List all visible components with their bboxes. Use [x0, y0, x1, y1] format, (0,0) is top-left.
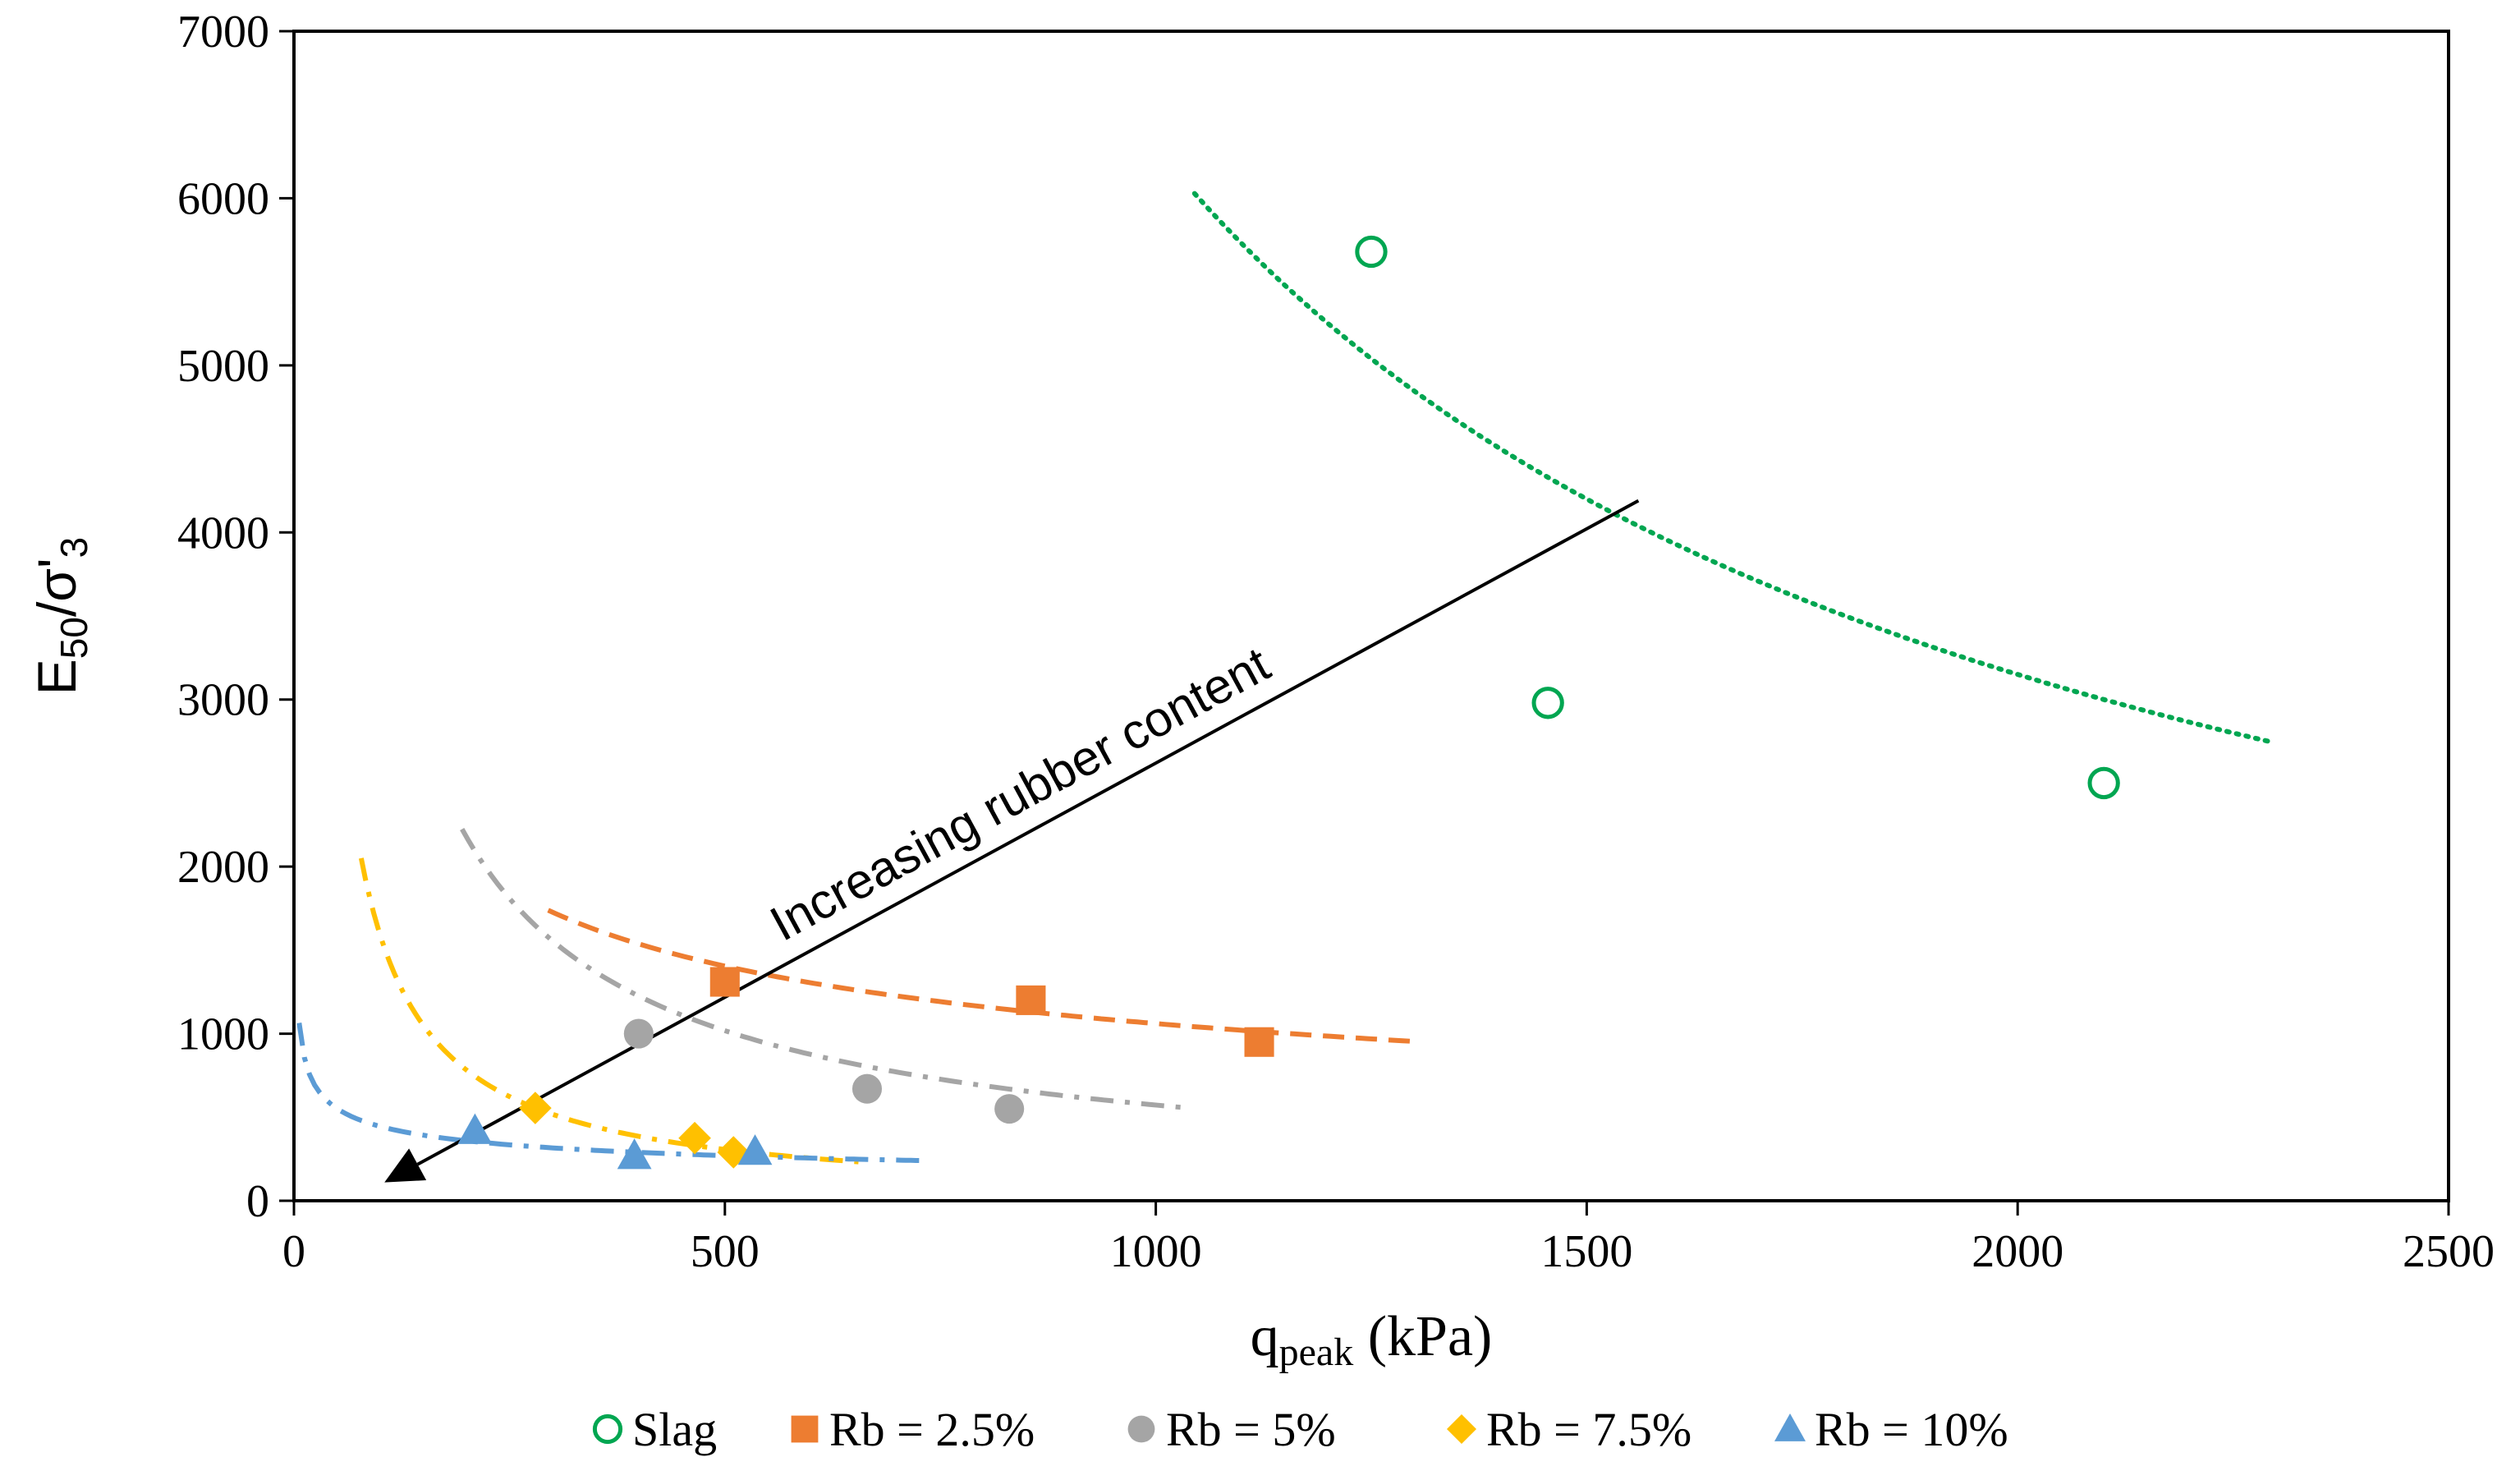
annotation-text: Increasing rubber content: [761, 637, 1278, 952]
y-axis-label: E50/σ'3: [26, 537, 95, 695]
legend-marker: [1774, 1413, 1806, 1441]
legend-item-slag: Slag: [592, 1403, 717, 1456]
data-point-rb-7-5: [678, 1121, 711, 1155]
data-point-rb-5: [851, 1073, 883, 1104]
legend-label: Rb = 2.5%: [829, 1403, 1035, 1456]
plot-area-frame: [292, 30, 2450, 1202]
legend-item-rb-2-5: Rb = 2.5%: [791, 1403, 1035, 1456]
x-tick-label: 2500: [2403, 1226, 2495, 1277]
data-point-rb-2-5: [709, 967, 740, 997]
x-tick-label: 2000: [1971, 1226, 2063, 1277]
annotation-arrow-line: [416, 499, 1640, 1166]
y-tick-label: 6000: [177, 173, 269, 224]
data-point-rb-2-5: [1244, 1027, 1274, 1057]
legend-item-rb-7-5: Rb = 7.5%: [1447, 1403, 1691, 1456]
legend-label: Rb = 7.5%: [1486, 1403, 1691, 1456]
axis-ticks: 0 500 1000 1500 2000 2500 0 1000 2000 3000 4000 500…: [177, 7, 2495, 1277]
data-markers: [457, 235, 2120, 1170]
y-tick-label: 0: [246, 1176, 269, 1227]
y-tick-label: 4000: [177, 508, 269, 558]
y-tick-label: 7000: [177, 7, 269, 57]
trendline-rb-10: [296, 1023, 922, 1164]
x-tick-label: 1500: [1540, 1226, 1632, 1277]
annotation: Increasing rubber content: [384, 499, 1640, 1183]
legend-label: Rb = 5%: [1166, 1403, 1336, 1456]
legend-marker: [791, 1415, 819, 1443]
y-tick-label: 2000: [177, 842, 269, 893]
legend-item-rb-10: Rb = 10%: [1774, 1403, 2008, 1456]
legend-marker: [1127, 1415, 1155, 1443]
data-point-rb-5: [994, 1094, 1025, 1124]
x-tick-label: 500: [691, 1226, 760, 1277]
data-point-slag: [2087, 766, 2120, 800]
y-tick-label: 1000: [177, 1009, 269, 1060]
data-point-rb-10: [457, 1113, 493, 1144]
legend: Slag Rb = 2.5% Rb = 5% Rb = 7.5% Rb = 10%: [592, 1403, 2008, 1456]
trendlines: [296, 191, 2270, 1165]
trendline-rb-7-5: [358, 857, 859, 1165]
data-point-rb-2-5: [1016, 985, 1046, 1015]
x-tick-label: 1000: [1110, 1226, 1202, 1277]
legend-marker: [592, 1413, 623, 1445]
x-tick-label: 0: [282, 1226, 305, 1277]
y-tick-label: 3000: [177, 675, 269, 726]
data-point-slag: [1531, 687, 1564, 719]
data-point-rb-10: [737, 1134, 773, 1165]
x-axis-label: qpeak (kPa): [1251, 1305, 1493, 1374]
y-tick-label: 5000: [177, 341, 269, 392]
legend-label: Rb = 10%: [1815, 1403, 2008, 1456]
data-point-rb-7-5: [519, 1092, 552, 1124]
data-point-rb-5: [623, 1018, 654, 1049]
data-point-slag: [1355, 235, 1388, 269]
legend-label: Slag: [632, 1403, 717, 1456]
annotation-arrowhead: [384, 1148, 427, 1183]
trendline-slag: [1191, 191, 2270, 744]
legend-marker: [1447, 1414, 1476, 1444]
trendline-rb-5: [460, 828, 1182, 1110]
legend-item-rb-5: Rb = 5%: [1127, 1403, 1336, 1456]
data-point-rb-10: [617, 1138, 652, 1170]
